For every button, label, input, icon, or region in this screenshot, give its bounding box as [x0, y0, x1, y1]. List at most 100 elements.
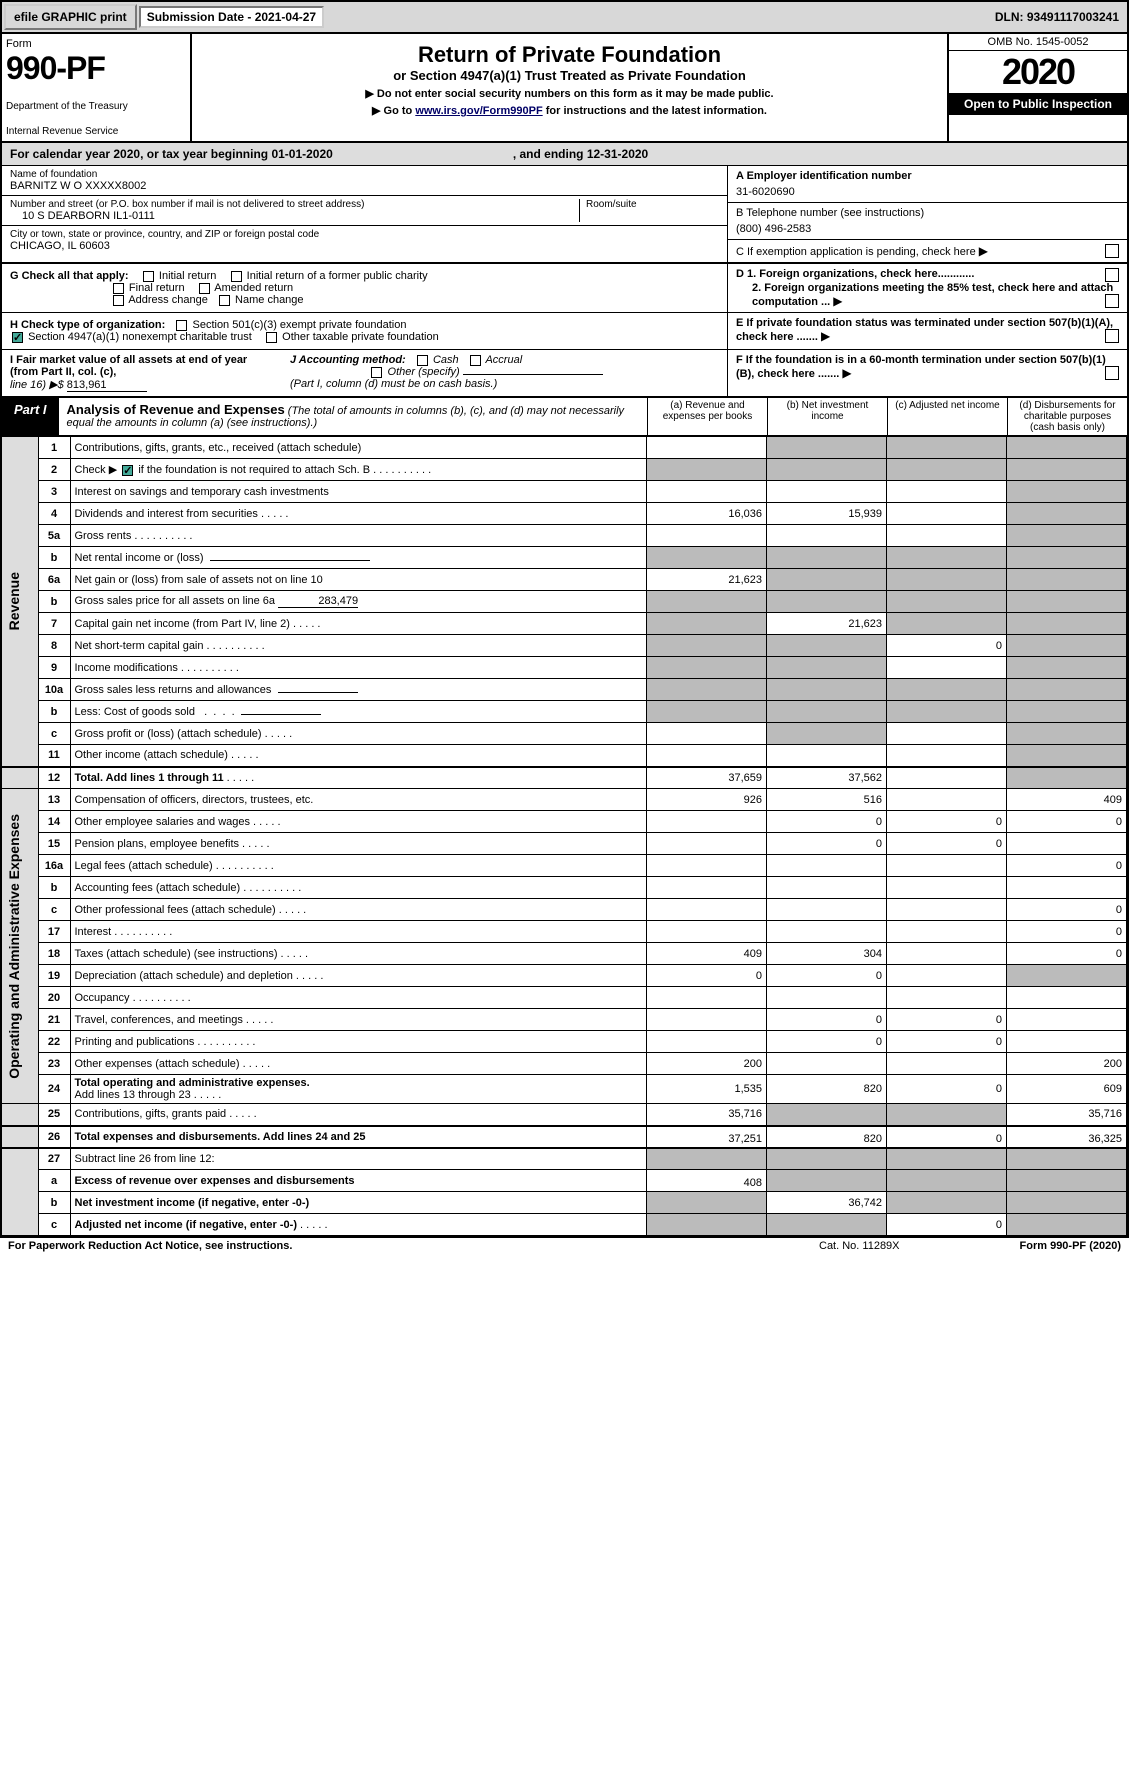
arrow-icon: ▶ [842, 366, 851, 380]
inspection-badge: Open to Public Inspection [949, 93, 1127, 115]
g-label: G Check all that apply: [10, 270, 129, 282]
val-27c: 0 [887, 1214, 1007, 1236]
table-row: 19Depreciation (attach schedule) and dep… [2, 965, 1127, 987]
instr2-post: for instructions and the latest informat… [543, 105, 767, 117]
table-row: 14Other employee salaries and wages000 [2, 811, 1127, 833]
line-22: Printing and publications [70, 1031, 647, 1053]
calendar-year-row: For calendar year 2020, or tax year begi… [2, 143, 1127, 166]
line-6b: Gross sales price for all assets on line… [70, 591, 647, 613]
irs-link[interactable]: www.irs.gov/Form990PF [415, 105, 542, 117]
e-label: E If private foundation status was termi… [736, 317, 1113, 343]
city: CHICAGO, IL 60603 [10, 240, 719, 252]
line-24: Total operating and administrative expen… [70, 1075, 647, 1104]
line-26: Total expenses and disbursements. Add li… [70, 1126, 647, 1148]
val-18b: 304 [767, 943, 887, 965]
instruction-1: ▶ Do not enter social security numbers o… [200, 87, 939, 100]
table-row: 20Occupancy [2, 987, 1127, 1009]
table-row: bGross sales price for all assets on lin… [2, 591, 1127, 613]
table-row: 17Interest0 [2, 921, 1127, 943]
h-501c3: Section 501(c)(3) exempt private foundat… [192, 319, 406, 331]
table-row: 8Net short-term capital gain0 [2, 635, 1127, 657]
f-label: F If the foundation is in a 60-month ter… [736, 354, 1106, 380]
d1-label: D 1. Foreign organizations, check here..… [736, 268, 974, 280]
g-initial-former-checkbox[interactable] [231, 271, 242, 282]
form-label: Form [6, 38, 186, 50]
line-16a: Legal fees (attach schedule) [70, 855, 647, 877]
val-19a: 0 [647, 965, 767, 987]
g-addr-change-checkbox[interactable] [113, 295, 124, 306]
line2-checkbox[interactable] [122, 465, 133, 476]
j-accrual-checkbox[interactable] [470, 355, 481, 366]
table-row: 23Other expenses (attach schedule)200200 [2, 1053, 1127, 1075]
g-initial: Initial return [159, 270, 216, 282]
val-25d: 35,716 [1007, 1104, 1127, 1126]
j-other-checkbox[interactable] [371, 367, 382, 378]
e-checkbox[interactable] [1105, 329, 1119, 343]
name-label: Name of foundation [10, 169, 719, 180]
footer-form: Form 990-PF (2020) [1020, 1240, 1121, 1252]
val-26c: 0 [887, 1126, 1007, 1148]
g-initial-former: Initial return of a former public charit… [247, 270, 428, 282]
g-initial-checkbox[interactable] [143, 271, 154, 282]
h-501c3-checkbox[interactable] [176, 320, 187, 331]
h-4947-checkbox[interactable] [12, 332, 23, 343]
arrow-icon: ▶ [821, 329, 830, 343]
j-cash: Cash [433, 354, 459, 366]
room-label: Room/suite [586, 199, 719, 210]
table-row: 6aNet gain or (loss) from sale of assets… [2, 569, 1127, 591]
g-checks: G Check all that apply: Initial return I… [2, 264, 727, 312]
arrow-icon: ▶ [833, 294, 842, 308]
h-row: H Check type of organization: Section 50… [2, 313, 1127, 350]
cal-year-end: , and ending 12-31-2020 [513, 147, 648, 161]
val-13b: 516 [767, 789, 887, 811]
val-7b: 21,623 [767, 613, 887, 635]
table-row: Revenue 1Contributions, gifts, grants, e… [2, 437, 1127, 459]
exemption-cell: C If exemption application is pending, c… [728, 240, 1127, 262]
val-4a: 16,036 [647, 503, 767, 525]
j-cash-checkbox[interactable] [417, 355, 428, 366]
phone-cell: B Telephone number (see instructions) (8… [728, 203, 1127, 240]
h-other-checkbox[interactable] [266, 332, 277, 343]
col-a-head: (a) Revenue and expenses per books [647, 398, 767, 435]
page-footer: For Paperwork Reduction Act Notice, see … [0, 1238, 1129, 1254]
c-checkbox[interactable] [1105, 244, 1119, 258]
g-final-checkbox[interactable] [113, 283, 124, 294]
line-2: Check ▶ if the foundation is not require… [70, 459, 647, 481]
instruction-2: ▶ Go to www.irs.gov/Form990PF for instru… [200, 104, 939, 117]
d2-checkbox[interactable] [1105, 294, 1119, 308]
g-amended-checkbox[interactable] [199, 283, 210, 294]
h-other: Other taxable private foundation [282, 331, 439, 343]
val-17d: 0 [1007, 921, 1127, 943]
i-label: I Fair market value of all assets at end… [10, 354, 247, 378]
table-row: 10aGross sales less returns and allowanc… [2, 679, 1127, 701]
line-23: Other expenses (attach schedule) [70, 1053, 647, 1075]
phone-label: B Telephone number (see instructions) [736, 207, 924, 219]
table-row: 4Dividends and interest from securities1… [2, 503, 1127, 525]
line-19: Depreciation (attach schedule) and deple… [70, 965, 647, 987]
part1-badge: Part I [2, 398, 59, 435]
line-10b: Less: Cost of goods sold . . . . [70, 701, 647, 723]
f-block: F If the foundation is in a 60-month ter… [727, 350, 1127, 396]
efile-print-button[interactable]: efile GRAPHIC print [4, 4, 137, 30]
line-25: Contributions, gifts, grants paid [70, 1104, 647, 1126]
val-4b: 15,939 [767, 503, 887, 525]
line-8: Net short-term capital gain [70, 635, 647, 657]
table-row: Operating and Administrative Expenses 13… [2, 789, 1127, 811]
table-row: 12Total. Add lines 1 through 1137,65937,… [2, 767, 1127, 789]
table-row: 15Pension plans, employee benefits00 [2, 833, 1127, 855]
g-name-change-checkbox[interactable] [219, 295, 230, 306]
table-row: 11Other income (attach schedule) [2, 745, 1127, 767]
top-bar: efile GRAPHIC print Submission Date - 20… [2, 2, 1127, 34]
f-checkbox[interactable] [1105, 366, 1119, 380]
d1-checkbox[interactable] [1105, 268, 1119, 282]
footer-left: For Paperwork Reduction Act Notice, see … [8, 1240, 292, 1252]
j-note: (Part I, column (d) must be on cash basi… [290, 378, 497, 390]
val-18a: 409 [647, 943, 767, 965]
val-21c: 0 [887, 1009, 1007, 1031]
table-row: 3Interest on savings and temporary cash … [2, 481, 1127, 503]
val-16cd: 0 [1007, 899, 1127, 921]
line-17: Interest [70, 921, 647, 943]
cal-year-start: For calendar year 2020, or tax year begi… [10, 147, 333, 161]
line-10c: Gross profit or (loss) (attach schedule) [70, 723, 647, 745]
table-row: cAdjusted net income (if negative, enter… [2, 1214, 1127, 1236]
